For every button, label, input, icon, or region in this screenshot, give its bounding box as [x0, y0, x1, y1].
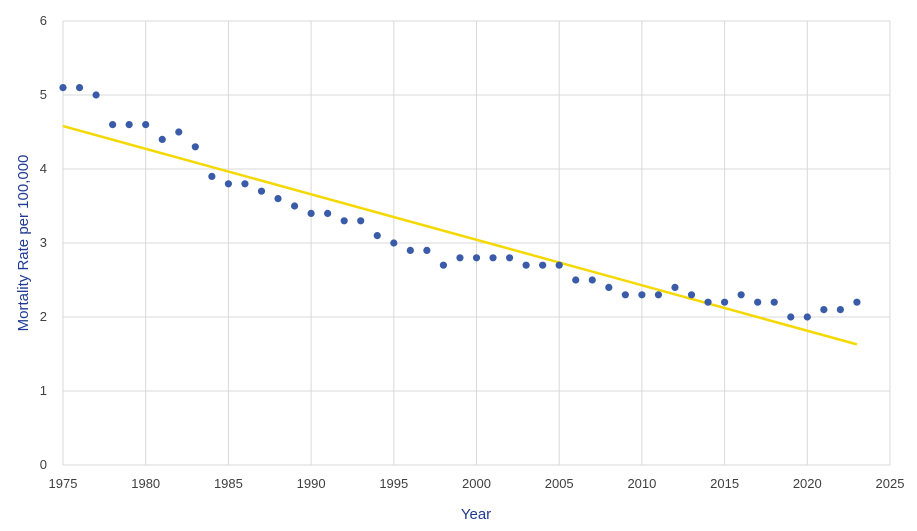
- data-point: [290, 202, 299, 210]
- data-point: [257, 187, 266, 195]
- data-point: [125, 121, 133, 129]
- data-point: [605, 283, 613, 291]
- data-point: [373, 232, 381, 240]
- y-tick-label: 0: [40, 457, 47, 472]
- trendline: [62, 124, 858, 346]
- data-point: [92, 91, 100, 99]
- x-tick-label: 2025: [876, 476, 905, 491]
- data-point: [456, 254, 464, 262]
- y-tick-label: 1: [40, 383, 47, 398]
- data-points: [59, 84, 861, 321]
- data-point: [59, 84, 67, 92]
- y-tick-label: 3: [40, 235, 47, 250]
- data-point: [224, 180, 232, 188]
- data-point: [340, 217, 348, 225]
- data-point: [439, 261, 448, 269]
- data-point: [621, 291, 629, 299]
- data-point: [423, 246, 431, 254]
- data-point: [274, 195, 282, 203]
- data-point: [836, 306, 844, 314]
- y-tick-label: 2: [40, 309, 47, 324]
- x-tick-label: 1980: [131, 476, 160, 491]
- data-point: [522, 261, 530, 269]
- x-tick-label: 1990: [297, 476, 326, 491]
- x-tick-label: 2015: [710, 476, 739, 491]
- data-point: [737, 291, 745, 299]
- y-tick-label: 6: [40, 13, 47, 28]
- data-point: [787, 313, 795, 321]
- data-point: [572, 276, 580, 284]
- x-tick-label: 1985: [214, 476, 243, 491]
- tick-labels: 0 1 2 3 4 5 6 1975 1980 1985 1990 1995 2000 2005 2010 2…: [40, 13, 905, 491]
- data-point: [588, 276, 596, 284]
- x-tick-label: 2020: [793, 476, 822, 491]
- data-point: [638, 291, 646, 299]
- data-point: [191, 143, 199, 151]
- data-point: [357, 217, 365, 225]
- data-point: [324, 209, 332, 217]
- x-tick-label: 2010: [627, 476, 656, 491]
- trendline-layer: [62, 124, 858, 346]
- y-tick-label: 4: [40, 161, 47, 176]
- data-point: [109, 121, 117, 129]
- data-point: [704, 298, 712, 306]
- data-point: [654, 291, 663, 299]
- data-point: [687, 291, 696, 299]
- data-point: [307, 209, 315, 217]
- x-tick-label: 1995: [379, 476, 408, 491]
- data-point: [803, 313, 811, 321]
- data-point: [390, 239, 398, 247]
- y-axis-title: Mortality Rate per 100,000: [15, 155, 32, 332]
- data-point: [489, 254, 497, 262]
- data-point: [555, 261, 563, 269]
- x-axis-title: Year: [461, 506, 491, 523]
- data-point: [406, 246, 414, 254]
- x-tick-label: 2000: [462, 476, 491, 491]
- data-point: [75, 84, 84, 92]
- grid: [62, 20, 891, 466]
- x-tick-label: 2005: [545, 476, 574, 491]
- data-point: [671, 283, 679, 291]
- y-tick-label: 5: [40, 87, 47, 102]
- data-point: [208, 172, 216, 180]
- data-point: [158, 135, 166, 143]
- data-point: [142, 121, 150, 129]
- data-point: [770, 298, 778, 306]
- x-tick-label: 1975: [49, 476, 78, 491]
- data-point: [472, 254, 481, 262]
- data-point: [820, 306, 828, 314]
- data-point: [175, 128, 183, 136]
- data-point: [754, 298, 762, 306]
- data-point: [539, 261, 547, 269]
- data-point: [853, 298, 861, 306]
- data-point: [505, 254, 514, 262]
- data-point: [241, 180, 249, 188]
- data-point: [721, 298, 729, 306]
